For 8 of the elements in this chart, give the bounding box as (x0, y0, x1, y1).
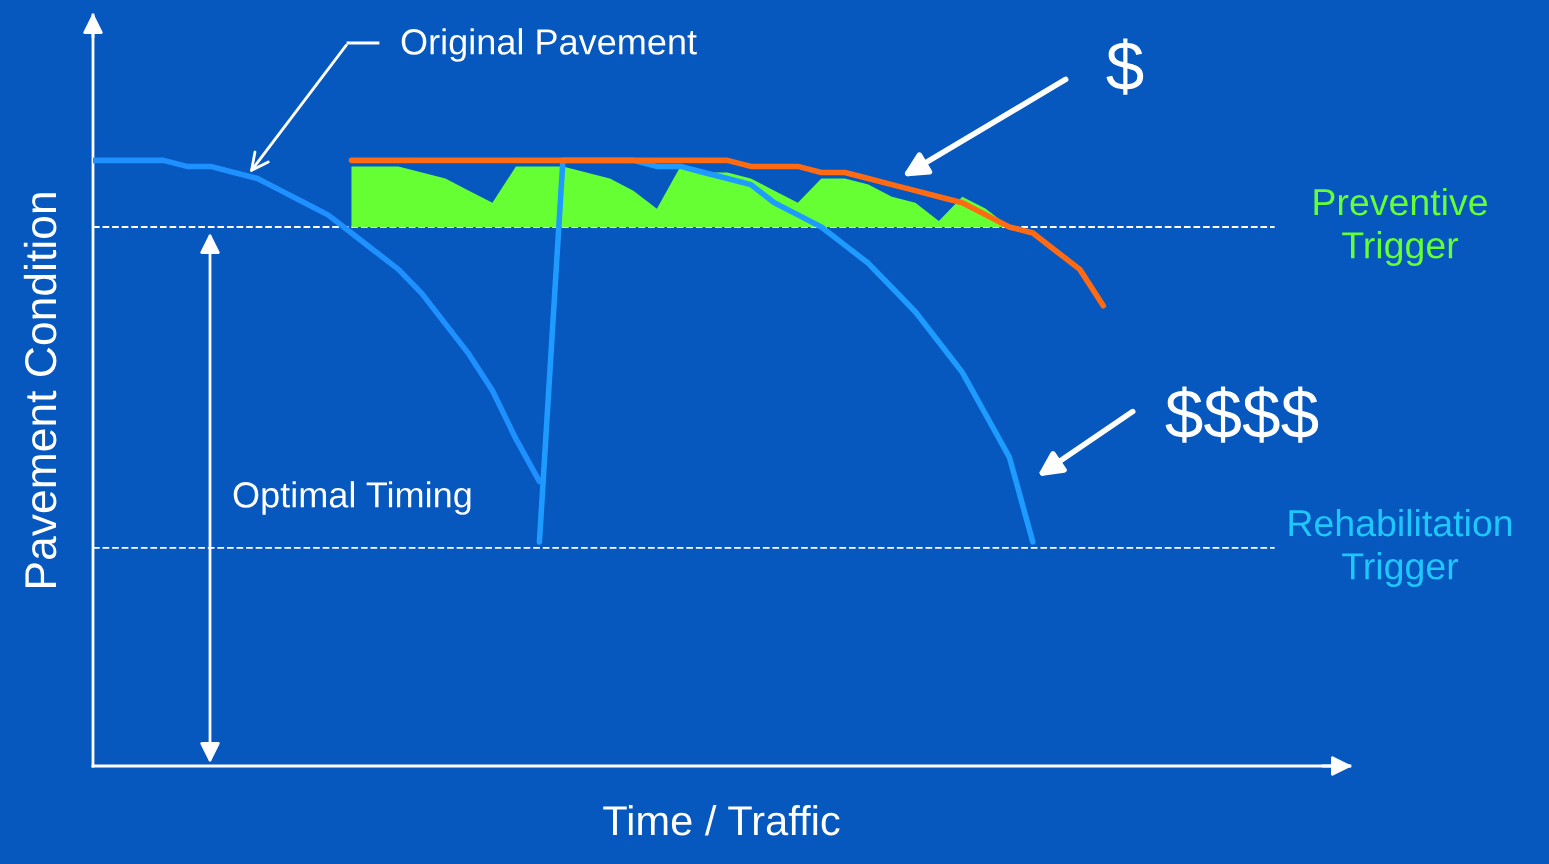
annotation: Optimal Timing (233, 481, 471, 515)
text: Original Pavement (401, 28, 697, 62)
x-axis-title: Time / Traffic (603, 804, 840, 836)
y-axis-title: Pavement Condition (23, 193, 57, 587)
text: $ (1106, 38, 1144, 95)
ref-line-label: Rehabilitation Trigger (1289, 508, 1512, 587)
ref-line-label: Preventive Trigger (1314, 187, 1487, 267)
annotation: $$$$ (1165, 386, 1319, 443)
